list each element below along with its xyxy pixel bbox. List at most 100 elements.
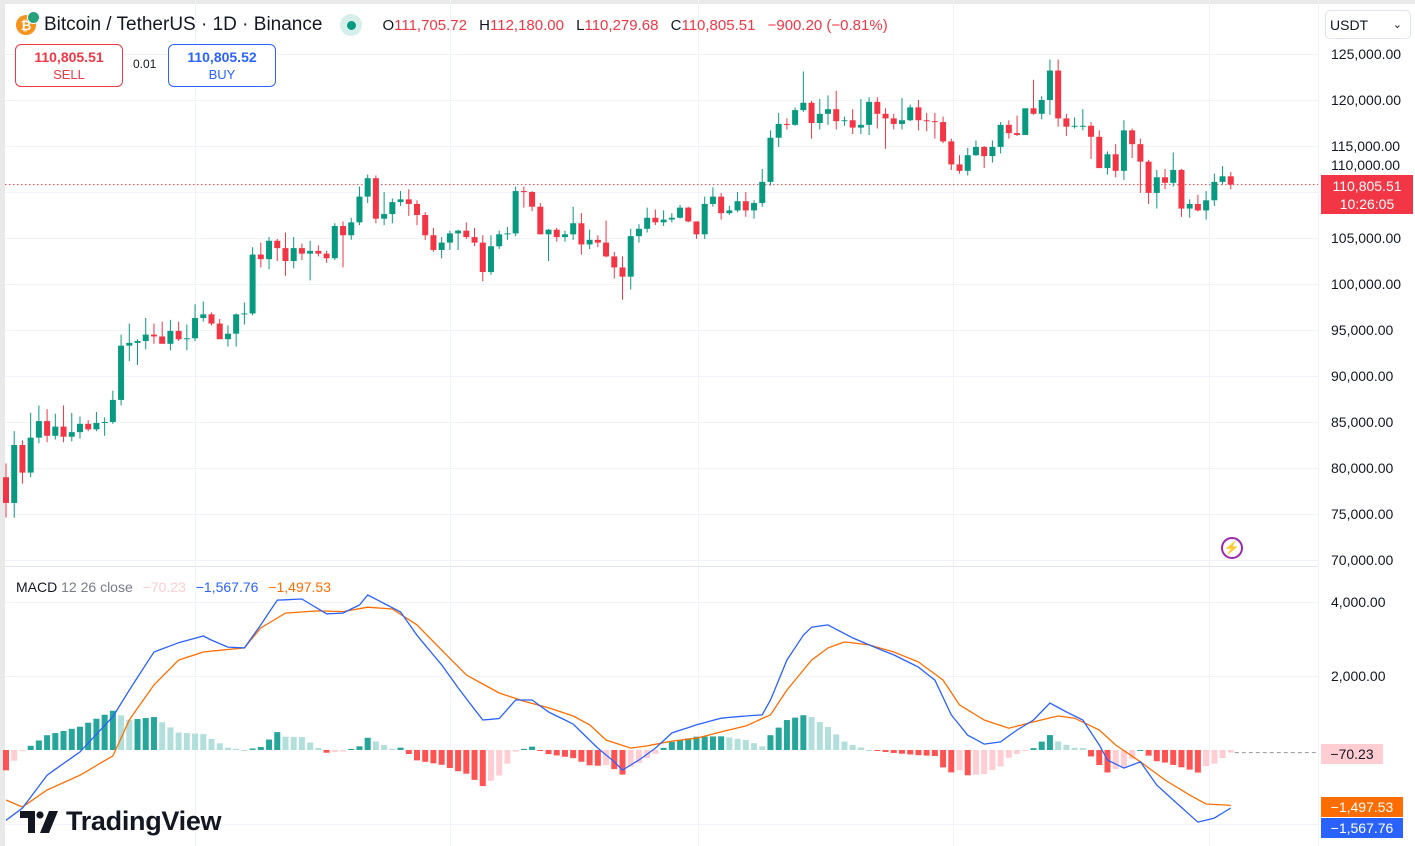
candle-body (479, 242, 486, 273)
candle-body (627, 236, 634, 277)
candle (520, 186, 527, 208)
candle-body (266, 240, 273, 260)
candle (1088, 122, 1095, 159)
candle (792, 107, 799, 126)
histogram-bar (701, 736, 708, 750)
candle (874, 97, 881, 129)
histogram-bar (709, 736, 716, 750)
price-axis-label: 75,000.00 (1331, 506, 1394, 522)
candle-body (594, 239, 601, 243)
sell-button[interactable]: 110,805.51 SELL (15, 44, 123, 87)
candle-body (397, 199, 404, 203)
histogram-bar (76, 726, 83, 750)
spread-value: 0.01 (133, 57, 157, 71)
candle-body (471, 237, 478, 243)
candle-body (759, 181, 766, 204)
histogram-bar (175, 732, 182, 750)
macd-legend[interactable]: MACD 12 26 close −70.23 −1,567.76 −1,497… (16, 579, 331, 595)
currency-select[interactable]: USDT ⌄ (1325, 10, 1411, 39)
open-value: 111,705.72 (394, 16, 467, 34)
candle-body (775, 123, 782, 138)
histogram-bar (1104, 750, 1111, 773)
current-price-tag: 110,805.51 10:26:05 (1321, 175, 1413, 214)
histogram-bar (825, 727, 831, 750)
market-open-status-icon[interactable] (340, 14, 363, 36)
candle-body (167, 330, 174, 344)
candle (1227, 171, 1234, 190)
tradingview-logo[interactable]: TradingView (20, 806, 222, 837)
candle (751, 200, 758, 219)
histogram-bar (109, 710, 116, 750)
candle-body (652, 217, 659, 223)
histogram-bar (1129, 750, 1136, 759)
close-label: C (670, 16, 682, 34)
macd-legend-source: close (100, 579, 133, 595)
candle (561, 230, 568, 242)
candle-body (586, 239, 593, 245)
histogram-bar (35, 740, 42, 750)
candle-body (1071, 125, 1078, 127)
candle-body (874, 101, 881, 114)
candle-body (216, 323, 223, 340)
price-axis-label: 70,000.00 (1331, 552, 1394, 568)
candle-body (693, 221, 700, 235)
candle-body (981, 146, 988, 157)
candle (422, 212, 429, 240)
candle-body (381, 214, 388, 219)
histogram-bar (233, 748, 240, 750)
candle-body (1120, 130, 1127, 171)
candle (93, 411, 100, 432)
candle (940, 116, 947, 144)
candle-body (487, 246, 494, 273)
histogram-bar (19, 750, 26, 752)
histogram-bar (693, 736, 700, 750)
candle-body (1063, 118, 1070, 127)
lightning-icon[interactable]: ⚡ (1221, 537, 1243, 559)
macd-value-tag: −1,567.76 (1321, 818, 1403, 838)
histogram-bar (1055, 741, 1062, 750)
candle (1203, 191, 1210, 220)
candle-body (1178, 169, 1185, 209)
tradingview-logo-text: TradingView (66, 806, 222, 836)
histogram-bar (101, 714, 108, 750)
candle-body (545, 229, 552, 235)
histogram-bar (529, 746, 536, 750)
candle (833, 90, 840, 130)
candle (594, 235, 601, 248)
histogram-bar (849, 744, 856, 750)
histogram-bar (783, 720, 790, 750)
candle-body (101, 422, 108, 423)
symbol-title[interactable]: Bitcoin / TetherUS · 1D · Binance (44, 14, 323, 35)
candle (1194, 194, 1201, 212)
buy-button[interactable]: 110,805.52 BUY (168, 44, 276, 87)
histogram-bar (611, 750, 618, 770)
candle (808, 100, 815, 139)
candle (331, 223, 338, 261)
candle-body (907, 107, 914, 121)
histogram-bar (504, 750, 511, 764)
candle-body (940, 122, 947, 142)
candle (816, 99, 823, 130)
candle-body (3, 477, 9, 503)
candle (619, 256, 626, 300)
candle (85, 420, 92, 432)
candle-body (553, 229, 560, 238)
candle-body (767, 137, 774, 182)
candle (1129, 128, 1136, 158)
candle-body (1112, 154, 1119, 171)
candle (463, 222, 470, 239)
histogram-bar (118, 715, 125, 750)
candle-body (192, 318, 199, 339)
candle (233, 313, 240, 347)
candle-body (537, 206, 544, 235)
histogram-bar (718, 736, 725, 750)
candle (1120, 120, 1127, 181)
candle-body (1014, 133, 1021, 135)
histogram-bar (759, 746, 766, 750)
histogram-bar (438, 750, 445, 765)
candle (364, 174, 371, 204)
symbol-header: ₿ Bitcoin / TetherUS · 1D · Binance O111… (16, 11, 888, 38)
candle (414, 200, 420, 226)
candle (11, 431, 18, 518)
